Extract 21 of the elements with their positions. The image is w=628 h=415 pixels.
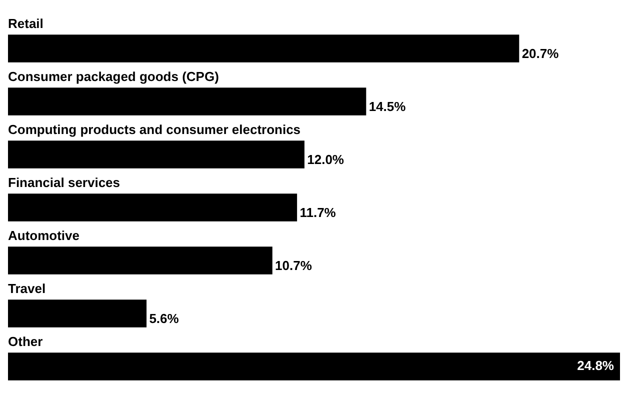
y-tick-label: Automotive bbox=[8, 228, 80, 244]
bar bbox=[8, 246, 272, 274]
bar bbox=[8, 300, 147, 328]
data-label: 14.5% bbox=[368, 99, 406, 114]
data-label: 10.7% bbox=[275, 258, 312, 274]
y-tick-label: Other bbox=[8, 334, 43, 350]
y-tick-label: Retail bbox=[8, 16, 44, 32]
bar bbox=[8, 88, 366, 116]
data-label: 11.7% bbox=[300, 205, 336, 220]
data-label: 12.0% bbox=[307, 152, 344, 168]
data-label: 5.6% bbox=[149, 311, 180, 326]
y-tick-label: Travel bbox=[8, 281, 46, 296]
y-tick-label: Computing products and consumer electronics bbox=[8, 122, 301, 138]
y-tick-label: Financial services bbox=[8, 175, 120, 190]
bar bbox=[8, 352, 620, 380]
data-label: 20.7% bbox=[522, 46, 560, 62]
y-tick-label: Consumer packaged goods (CPG) bbox=[8, 69, 219, 84]
data-label: 24.8% bbox=[577, 358, 614, 374]
bar bbox=[8, 140, 304, 168]
bar bbox=[8, 34, 520, 62]
bar bbox=[8, 194, 298, 222]
